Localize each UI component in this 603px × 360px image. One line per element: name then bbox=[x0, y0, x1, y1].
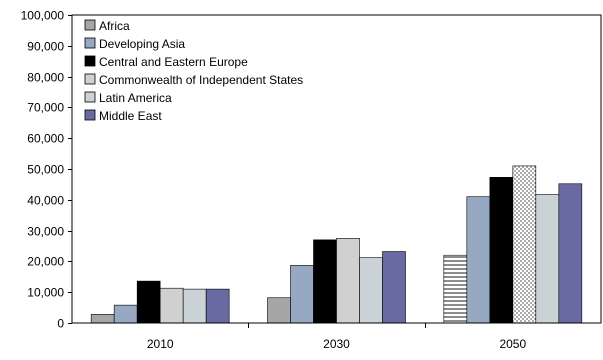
y-tick-label: 20,000 bbox=[27, 255, 64, 269]
bar-middle-east-2010 bbox=[205, 288, 230, 324]
x-tick-label: 2050 bbox=[499, 337, 526, 351]
y-tick-label: 100,000 bbox=[21, 9, 65, 23]
legend-label: Middle East bbox=[99, 109, 162, 123]
bar-latin-america-2050 bbox=[535, 194, 560, 324]
bar-commonwealth-of-independent-states-2030 bbox=[336, 238, 360, 324]
bar-developing-asia-2030 bbox=[290, 265, 314, 324]
bars-layer bbox=[90, 165, 583, 324]
axes-layer: 0 10,000 20,000 30,000 40,000 50,000 60,000 70,… bbox=[21, 9, 602, 351]
legend-label: Developing Asia bbox=[99, 37, 185, 51]
legend-label: Commonwealth of Independent States bbox=[99, 73, 303, 87]
bar-latin-america-2030 bbox=[359, 257, 383, 324]
bar-africa-2050 bbox=[443, 254, 468, 324]
y-tick-label: 90,000 bbox=[27, 40, 64, 54]
legend-swatch bbox=[84, 55, 96, 67]
y-tick-label: 40,000 bbox=[27, 194, 64, 208]
bar-central-and-eastern-europe-2050 bbox=[489, 177, 514, 324]
legend-swatch bbox=[84, 37, 96, 49]
y-tick-label: 10,000 bbox=[27, 286, 64, 300]
bar-middle-east-2030 bbox=[382, 251, 406, 324]
bar-central-and-eastern-europe-2010 bbox=[136, 280, 161, 324]
bar-developing-asia-2010 bbox=[113, 304, 138, 324]
legend-label: Latin America bbox=[99, 91, 172, 105]
bar-middle-east-2050 bbox=[558, 183, 583, 324]
bar-africa-2030 bbox=[267, 297, 291, 324]
x-tick-label: 2010 bbox=[147, 337, 174, 351]
bar-commonwealth-of-independent-states-2010 bbox=[159, 287, 184, 324]
legend-swatch bbox=[84, 91, 96, 103]
y-tick-label: 30,000 bbox=[27, 225, 64, 239]
legend-swatch bbox=[84, 73, 96, 85]
y-tick-label: 70,000 bbox=[27, 101, 64, 115]
bar-commonwealth-of-independent-states-2050 bbox=[512, 165, 537, 324]
legend-label: Central and Eastern Europe bbox=[99, 55, 248, 69]
y-tick-label: 50,000 bbox=[27, 163, 64, 177]
legend-swatch bbox=[84, 109, 96, 121]
legend-label: Africa bbox=[99, 19, 130, 33]
legend-swatch bbox=[84, 19, 96, 31]
bar-africa-2010 bbox=[90, 314, 115, 324]
bar-developing-asia-2050 bbox=[466, 196, 491, 324]
y-tick-label: 60,000 bbox=[27, 132, 64, 146]
bar-latin-america-2010 bbox=[182, 288, 207, 324]
y-tick-label: 0 bbox=[57, 317, 64, 331]
bar-central-and-eastern-europe-2030 bbox=[313, 239, 337, 324]
y-tick-label: 80,000 bbox=[27, 71, 64, 85]
x-tick-label: 2030 bbox=[323, 337, 350, 351]
legend: Africa Developing Asia Central and Eastern… bbox=[84, 19, 303, 123]
